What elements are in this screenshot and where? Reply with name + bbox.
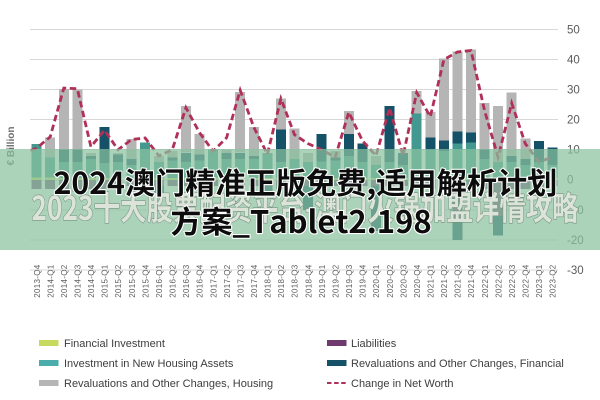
- svg-text:20: 20: [567, 115, 580, 127]
- svg-text:2021-Q3: 2021-Q3: [454, 264, 463, 297]
- svg-text:2020-Q4: 2020-Q4: [413, 264, 422, 297]
- svg-text:2013-Q4: 2013-Q4: [33, 264, 42, 297]
- svg-text:40: 40: [567, 55, 580, 67]
- svg-text:Revaluations and Other Changes: Revaluations and Other Changes, Housing: [64, 378, 273, 390]
- svg-text:2018-Q4: 2018-Q4: [304, 264, 313, 297]
- svg-text:2014-Q1: 2014-Q1: [46, 264, 55, 297]
- svg-text:50: 50: [567, 24, 580, 36]
- svg-text:€ Billion: € Billion: [6, 127, 17, 166]
- svg-text:2019-Q3: 2019-Q3: [345, 264, 354, 297]
- svg-text:Change in Net Worth: Change in Net Worth: [351, 378, 454, 390]
- svg-text:Revaluations and Other Changes: Revaluations and Other Changes, Financia…: [351, 358, 564, 370]
- svg-text:2022-Q2: 2022-Q2: [494, 264, 503, 297]
- svg-text:2022-Q3: 2022-Q3: [508, 264, 517, 297]
- svg-text:2018-Q1: 2018-Q1: [264, 264, 273, 297]
- svg-text:2022-Q1: 2022-Q1: [481, 264, 490, 297]
- svg-text:2017-Q4: 2017-Q4: [250, 264, 259, 297]
- svg-text:2020-Q2: 2020-Q2: [386, 264, 395, 297]
- svg-text:2014-Q4: 2014-Q4: [87, 264, 96, 297]
- svg-text:Financial Investment: Financial Investment: [64, 338, 165, 350]
- svg-text:2021-Q4: 2021-Q4: [467, 264, 476, 297]
- svg-text:2017-Q3: 2017-Q3: [236, 264, 245, 297]
- svg-text:-30: -30: [567, 265, 584, 277]
- svg-text:2017-Q2: 2017-Q2: [223, 264, 232, 297]
- svg-text:Liabilities: Liabilities: [351, 338, 397, 350]
- svg-text:2016-Q2: 2016-Q2: [169, 264, 178, 297]
- svg-text:2020-Q3: 2020-Q3: [399, 264, 408, 297]
- svg-text:2015-Q1: 2015-Q1: [101, 264, 110, 297]
- svg-text:2021-Q1: 2021-Q1: [427, 264, 436, 297]
- svg-text:2016-Q4: 2016-Q4: [196, 264, 205, 297]
- svg-text:2015-Q4: 2015-Q4: [141, 264, 150, 297]
- svg-text:2019-Q1: 2019-Q1: [318, 264, 327, 297]
- svg-text:2015-Q3: 2015-Q3: [128, 264, 137, 297]
- svg-text:2019-Q2: 2019-Q2: [331, 264, 340, 297]
- svg-text:2014-Q2: 2014-Q2: [60, 264, 69, 297]
- svg-text:2021-Q2: 2021-Q2: [440, 264, 449, 297]
- svg-text:Investment in New Housing Asse: Investment in New Housing Assets: [64, 358, 234, 370]
- svg-text:2016-Q1: 2016-Q1: [155, 264, 164, 297]
- svg-text:2020-Q1: 2020-Q1: [372, 264, 381, 297]
- svg-text:2016-Q3: 2016-Q3: [182, 264, 191, 297]
- svg-text:2018-Q2: 2018-Q2: [277, 264, 286, 297]
- svg-text:2014-Q3: 2014-Q3: [74, 264, 83, 297]
- svg-text:2018-Q3: 2018-Q3: [291, 264, 300, 297]
- svg-text:2017-Q1: 2017-Q1: [209, 264, 218, 297]
- svg-text:2023-Q2: 2023-Q2: [549, 264, 558, 297]
- svg-text:2015-Q2: 2015-Q2: [114, 264, 123, 297]
- svg-text:2022-Q4: 2022-Q4: [522, 264, 531, 297]
- svg-text:2019-Q4: 2019-Q4: [359, 264, 368, 297]
- svg-text:30: 30: [567, 85, 580, 97]
- svg-text:2023-Q1: 2023-Q1: [535, 264, 544, 297]
